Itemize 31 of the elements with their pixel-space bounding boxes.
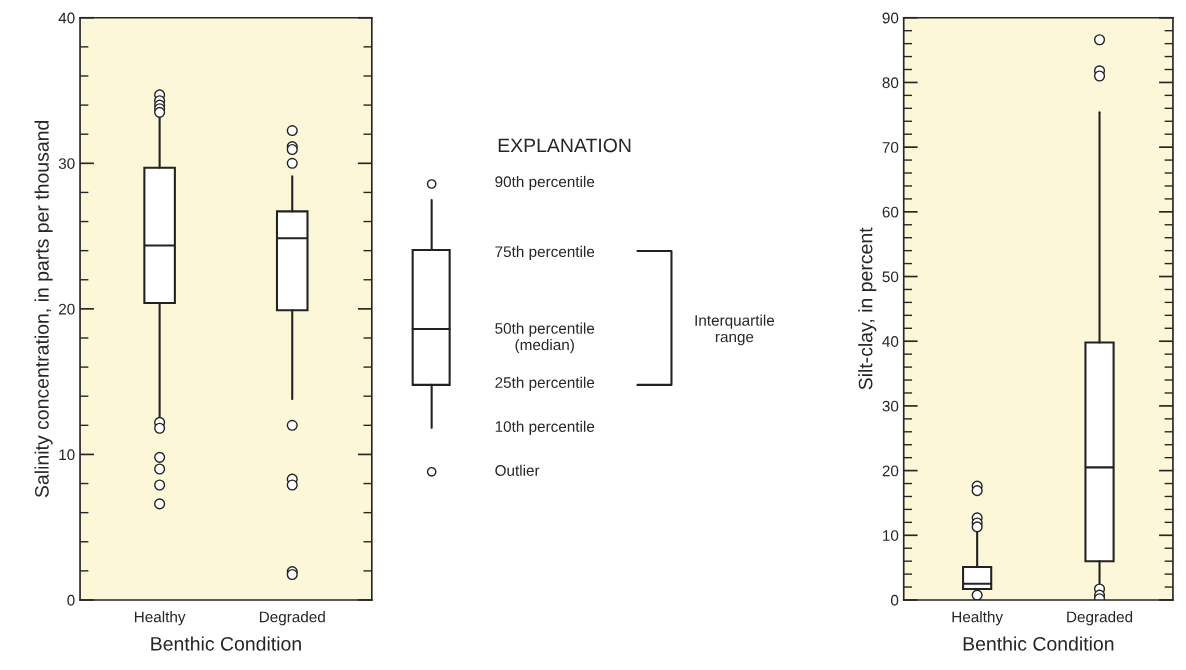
y-tick-label: 40	[882, 336, 899, 347]
y-tick-label: 20	[58, 303, 75, 315]
y-tick-label: 80	[882, 77, 899, 89]
y-tick-label: 20	[882, 465, 899, 477]
x-axis-title: Benthic Condition	[963, 636, 1114, 651]
y-tick-label: 0	[67, 594, 75, 606]
y-tick-label: 30	[882, 400, 899, 412]
text: 25th percentile	[495, 376, 595, 392]
text: EXPLANATION	[498, 138, 631, 153]
y-tick-label: 30	[58, 158, 75, 169]
y-axis-title: Salinity concentration, in parts per thousand	[34, 120, 53, 498]
y-axis-title: Silt-clay, in percent	[858, 227, 877, 390]
x-tick-label: Degraded	[259, 611, 325, 626]
y-tick-label: 10	[59, 449, 75, 461]
y-tick-label: 70	[882, 142, 899, 153]
text: 75th percentile	[495, 245, 595, 261]
y-tick-label: 40	[58, 12, 75, 24]
y-tick-label: 0	[890, 594, 899, 606]
x-tick-label: Healthy	[134, 611, 186, 626]
x-tick-label: Healthy	[952, 611, 1004, 626]
text: 50th percentile (median)	[495, 322, 595, 354]
text: Interquartile range	[695, 314, 775, 346]
y-tick-label: 10	[883, 530, 899, 541]
text: 90th percentile	[495, 175, 595, 191]
y-tick-label: 60	[882, 206, 899, 218]
text: Outlier	[495, 464, 540, 476]
text: 10th percentile	[495, 420, 595, 435]
x-axis-title: Benthic Condition	[151, 636, 301, 651]
x-tick-label: Degraded	[1067, 611, 1133, 626]
y-tick-label: 50	[882, 271, 899, 283]
y-tick-label: 90	[882, 12, 899, 24]
